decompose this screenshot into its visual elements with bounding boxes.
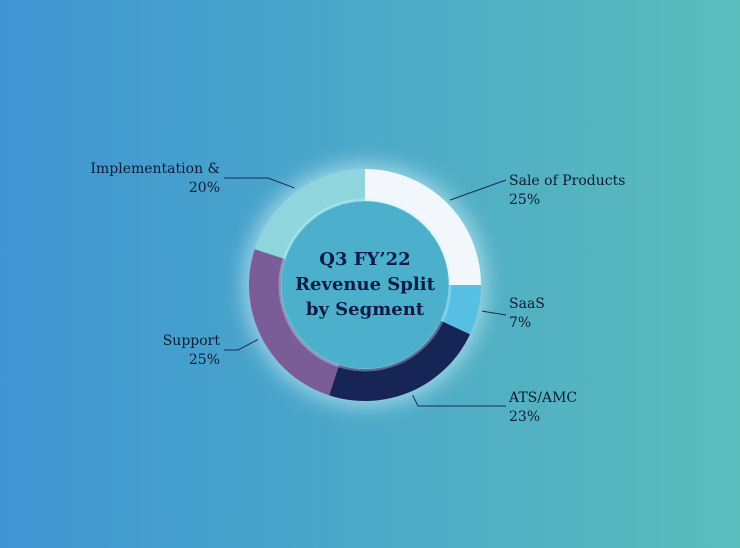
leader-line-implementation: [224, 177, 295, 189]
leader-line-sale-of-products: [449, 179, 507, 201]
donut-center: [281, 201, 449, 369]
segment-label-implementation: Implementation & 20%: [50, 160, 220, 198]
segment-percent: 25%: [188, 352, 220, 368]
segment-name: Sale of Products: [509, 173, 626, 189]
segment-name: Support: [162, 333, 220, 349]
slice-support: [248, 249, 340, 396]
segment-label-support: Support 25%: [118, 332, 220, 370]
segment-label-ats-amc: ATS/AMC 23%: [509, 389, 577, 427]
chart-title-line-2: Revenue Split: [295, 274, 435, 295]
slice-saas: [441, 285, 481, 335]
segment-name: ATS/AMC: [509, 390, 578, 406]
slice-implementation: [254, 169, 365, 260]
segment-name: Implementation &: [90, 161, 220, 177]
chart-title: Q3 FY’22 Revenue Split by Segment: [285, 247, 445, 322]
segment-percent: 20%: [188, 180, 220, 196]
slice-ats-amc: [329, 320, 470, 401]
segment-name: SaaS: [509, 296, 545, 312]
segment-label-sale-of-products: Sale of Products 25%: [509, 172, 625, 210]
leader-line-support: [224, 339, 259, 351]
segment-label-saas: SaaS 7%: [509, 295, 545, 333]
chart-title-line-3: by Segment: [305, 299, 425, 320]
leader-line-saas: [482, 310, 507, 316]
segment-percent: 23%: [509, 409, 541, 425]
chart-title-line-1: Q3 FY’22: [319, 249, 411, 270]
slice-sale-of-products: [365, 169, 481, 285]
leader-line-ats-amc: [412, 394, 506, 407]
donut-inner-glow: [278, 198, 452, 372]
segment-percent: 25%: [509, 192, 541, 208]
segment-percent: 7%: [509, 315, 532, 331]
